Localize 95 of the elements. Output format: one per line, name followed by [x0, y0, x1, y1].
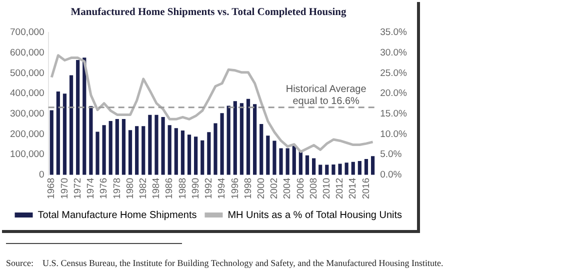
bar	[122, 118, 126, 175]
bar	[168, 125, 172, 175]
x-tick-label: 1968	[46, 178, 58, 200]
x-tick-label: 1974	[86, 178, 97, 200]
y2-tick-label: 5.0%	[380, 149, 402, 160]
y2-tick-label: 0.0%	[380, 169, 402, 180]
bar	[161, 116, 165, 175]
bar	[142, 126, 146, 175]
y-tick-label: 700,000	[10, 27, 44, 38]
bar	[286, 148, 290, 175]
y-tick-label: 0	[39, 169, 44, 180]
bar	[312, 158, 316, 175]
bar	[128, 130, 132, 175]
bar	[82, 58, 86, 175]
bar	[89, 106, 93, 175]
bar	[214, 123, 218, 175]
bar	[62, 94, 67, 175]
x-tick-label: 1990	[190, 178, 202, 200]
y2-tick-label: 15.0%	[380, 108, 408, 120]
bar	[154, 114, 158, 175]
bar	[220, 113, 224, 175]
bar	[194, 136, 198, 175]
bar	[292, 144, 296, 175]
bar	[272, 140, 276, 175]
bar	[200, 140, 204, 175]
y2-tick-label: 30.0%	[380, 48, 408, 59]
y2-tick-label: 10.0%	[380, 128, 408, 140]
x-tick-label: 1996	[230, 178, 241, 200]
bar	[96, 132, 100, 175]
bar	[279, 148, 283, 175]
bar	[180, 130, 185, 175]
bar	[207, 132, 211, 175]
x-tick-label: 1984	[151, 178, 162, 200]
legend-label: Total Manufacture Home Shipments	[38, 210, 197, 221]
source-note: Source: U.S. Census Bureau, the Institute for Building Technology and Safety, and the Manufactured Housing Institute.	[6, 258, 444, 268]
x-tick-label: 1978	[112, 178, 123, 200]
x-tick-label: 2000	[256, 178, 267, 200]
ref-line-label: Historical Average equal to 16.6%	[286, 84, 367, 108]
bar	[50, 110, 54, 175]
x-tick-label: 1972	[72, 178, 84, 200]
bar	[226, 106, 230, 175]
x-tick-label: 2008	[308, 178, 320, 200]
bar	[135, 126, 139, 175]
bar	[233, 101, 237, 175]
bar	[305, 155, 310, 175]
x-tick-label: 1994	[216, 178, 228, 200]
x-tick-label: 2016	[360, 178, 372, 200]
bar	[76, 60, 80, 175]
bar	[69, 75, 74, 175]
x-tick-label: 2004	[282, 178, 294, 200]
x-tick-label: 1976	[98, 178, 110, 200]
bar	[148, 114, 152, 175]
chart-title: Manufactured Home Shipments vs. Total Completed Housing	[70, 7, 347, 18]
y2-tick-label: 35.0%	[380, 27, 408, 38]
x-tick-label: 1988	[177, 178, 188, 200]
y-tick-label: 600,000	[10, 48, 44, 59]
bar	[344, 162, 348, 175]
bar	[115, 118, 119, 175]
x-tick-label: 2006	[295, 178, 306, 200]
bar	[240, 103, 244, 175]
y-tick-label: 300,000	[10, 108, 44, 120]
x-tick-label: 1970	[59, 178, 70, 200]
y-tick-label: 200,000	[10, 128, 44, 140]
x-tick-label: 2010	[322, 178, 333, 200]
bar	[56, 92, 60, 175]
y-tick-label: 500,000	[10, 68, 44, 79]
bar	[102, 125, 106, 175]
legend-label: MH Units as a % of Total Housing Units	[228, 210, 402, 221]
x-tick-label: 1982	[138, 178, 150, 200]
x-tick-label: 1980	[124, 178, 136, 200]
x-tick-label: 2012	[334, 178, 346, 200]
bar	[260, 124, 264, 175]
bar	[246, 98, 250, 175]
x-tick-label: 1998	[242, 178, 254, 200]
bar	[358, 161, 362, 175]
bar	[351, 162, 355, 175]
bar	[174, 128, 178, 175]
x-tick-label: 1986	[164, 178, 176, 200]
x-tick-label: 2014	[348, 178, 359, 200]
bar	[364, 159, 368, 175]
bar	[318, 164, 322, 175]
bar	[338, 164, 342, 175]
x-tick-label: 1992	[204, 178, 215, 200]
y2-tick-label: 20.0%	[380, 88, 408, 100]
bar	[266, 136, 270, 175]
bar	[325, 164, 329, 175]
y-tick-label: 100,000	[10, 149, 44, 160]
y2-tick-label: 25.0%	[380, 68, 408, 79]
bar	[370, 156, 375, 175]
bar	[187, 134, 192, 175]
bar	[332, 164, 336, 175]
y-tick-label: 400,000	[10, 88, 44, 100]
bar	[108, 121, 112, 175]
bar	[253, 104, 257, 175]
x-tick-label: 2002	[269, 178, 280, 200]
